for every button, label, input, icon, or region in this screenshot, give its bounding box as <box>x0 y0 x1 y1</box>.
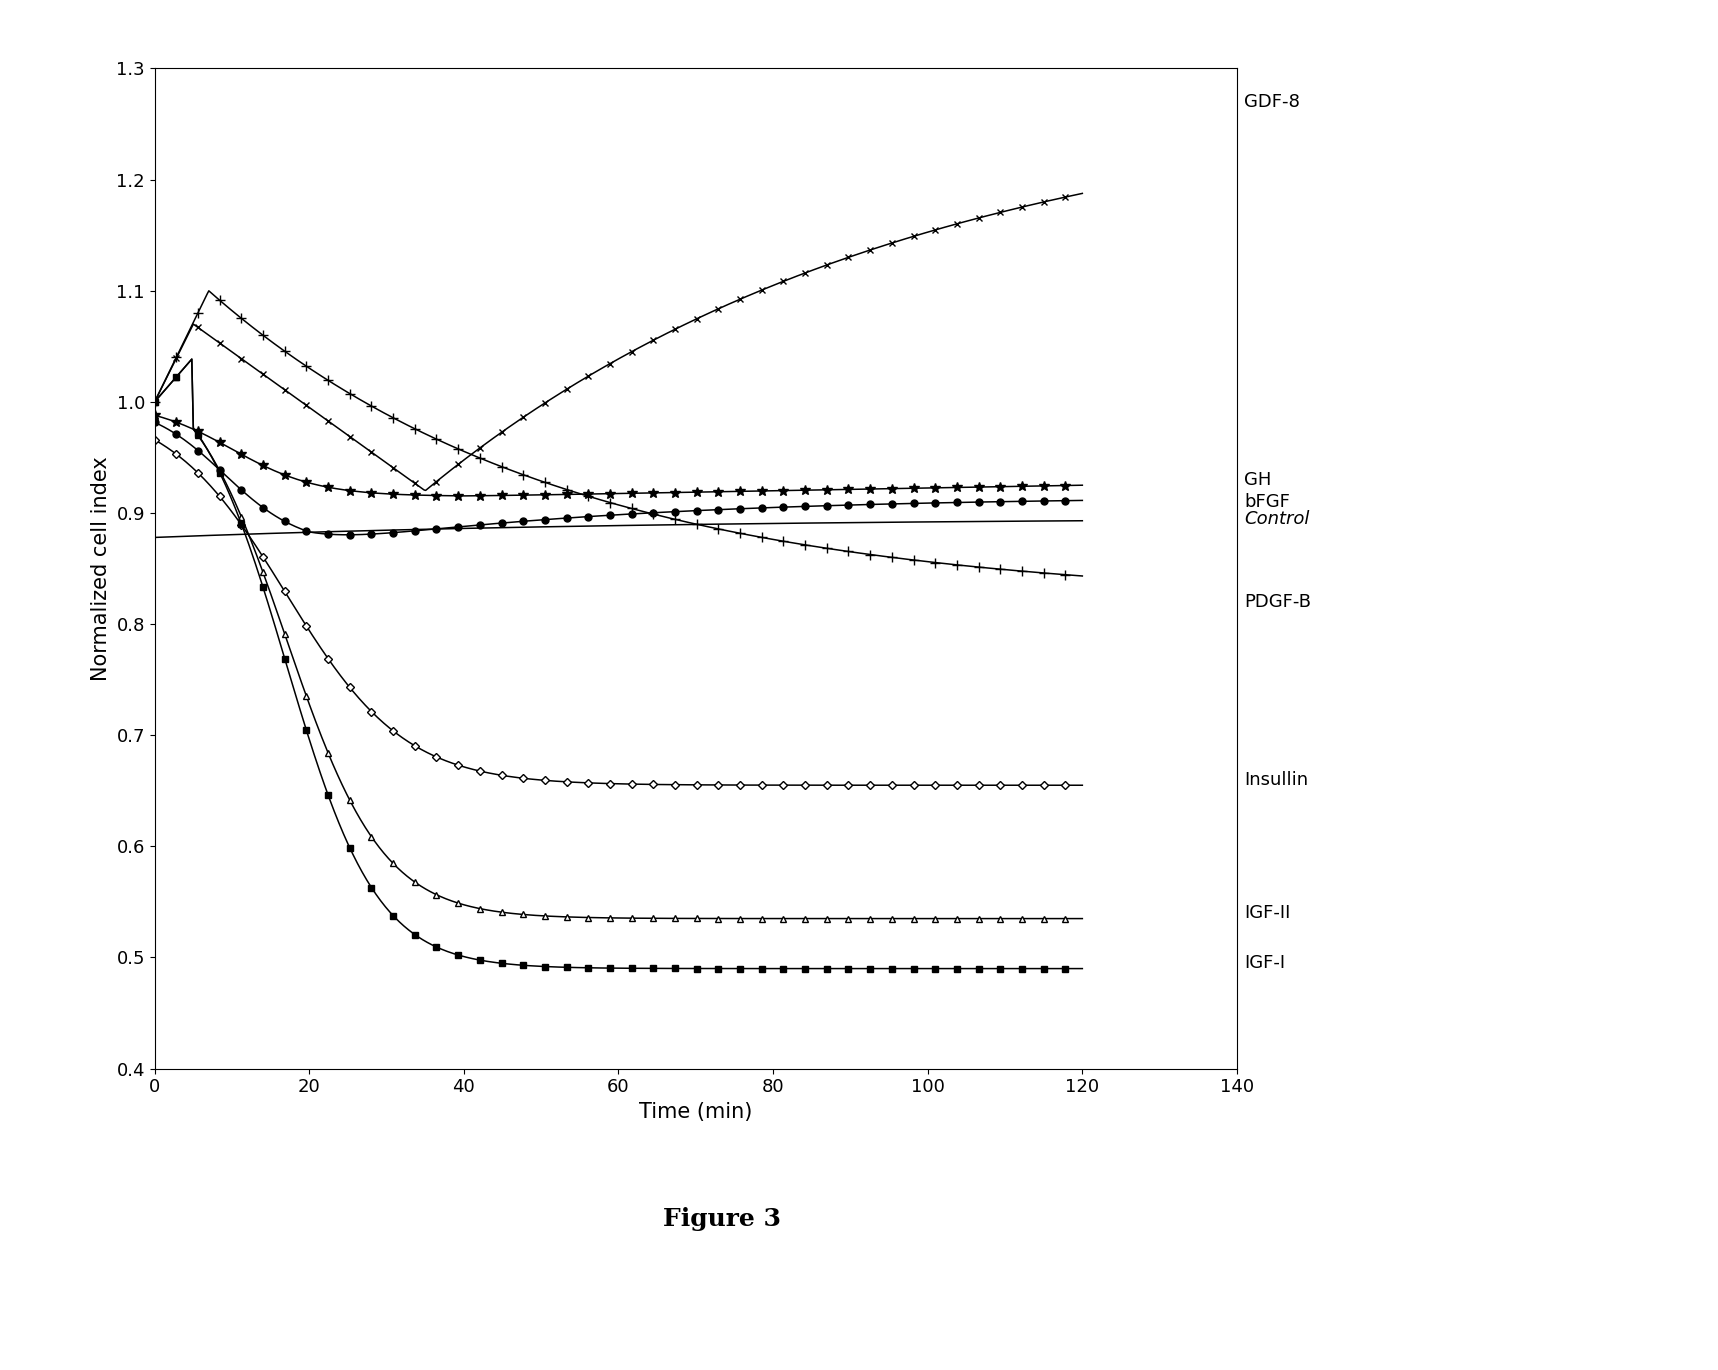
PDGF-B <box>844 544 864 560</box>
IGF-I <box>144 393 165 410</box>
GDF-8 <box>144 393 165 410</box>
Insullin <box>691 777 711 793</box>
Control <box>383 522 404 538</box>
IGF-II <box>182 351 203 367</box>
Line: PDGF-B: PDGF-B <box>149 286 1087 581</box>
GH <box>766 482 787 499</box>
GDF-8 <box>1072 185 1093 201</box>
PDGF-B <box>1072 567 1093 584</box>
PDGF-B <box>565 484 586 500</box>
X-axis label: Time (min): Time (min) <box>639 1101 752 1122</box>
bFGF <box>144 414 165 430</box>
bFGF <box>844 497 864 514</box>
Control <box>1072 512 1093 529</box>
GH <box>144 407 165 423</box>
Text: PDGF-B: PDGF-B <box>1244 593 1311 611</box>
GDF-8 <box>692 308 713 325</box>
GH <box>383 486 404 503</box>
Text: bFGF: bFGF <box>1244 493 1290 511</box>
Y-axis label: Normalized cell index: Normalized cell index <box>91 456 110 681</box>
GH <box>692 484 713 500</box>
Insullin <box>564 774 584 790</box>
bFGF <box>565 510 586 526</box>
IGF-I <box>182 351 203 367</box>
Text: Insullin: Insullin <box>1244 771 1307 789</box>
Text: Figure 3: Figure 3 <box>663 1207 780 1232</box>
IGF-II <box>692 910 713 926</box>
Line: Insullin: Insullin <box>151 437 1086 788</box>
Line: bFGF: bFGF <box>151 419 1086 538</box>
PDGF-B <box>692 518 713 534</box>
PDGF-B <box>144 393 165 410</box>
Text: Control: Control <box>1244 510 1309 527</box>
Insullin <box>309 637 330 653</box>
PDGF-B <box>199 282 220 299</box>
Control <box>691 516 711 533</box>
IGF-II <box>844 910 864 926</box>
GH <box>454 488 474 504</box>
Line: GDF-8: GDF-8 <box>151 190 1086 493</box>
Text: IGF-II: IGF-II <box>1244 904 1290 922</box>
bFGF <box>1072 492 1093 508</box>
Insullin <box>1072 777 1093 793</box>
Control <box>844 514 864 530</box>
Text: GDF-8: GDF-8 <box>1244 93 1301 111</box>
bFGF <box>766 499 787 515</box>
IGF-II <box>1072 910 1093 926</box>
GDF-8 <box>309 406 330 422</box>
Line: IGF-I: IGF-I <box>151 356 1086 971</box>
IGF-I <box>766 960 787 977</box>
bFGF <box>385 525 405 541</box>
GDF-8 <box>766 277 787 293</box>
IGF-II <box>144 393 165 410</box>
GDF-8 <box>416 482 436 499</box>
GDF-8 <box>844 247 864 263</box>
IGF-I <box>844 960 864 977</box>
GH <box>844 481 864 497</box>
IGF-II <box>766 910 787 926</box>
Text: GH: GH <box>1244 471 1271 489</box>
GDF-8 <box>565 375 586 392</box>
IGF-II <box>565 908 586 925</box>
Line: GH: GH <box>149 411 1087 501</box>
Control <box>309 523 330 540</box>
Insullin <box>844 777 864 793</box>
PDGF-B <box>766 532 787 548</box>
Insullin <box>765 777 785 793</box>
GH <box>565 486 586 503</box>
Control <box>765 515 785 532</box>
IGF-I <box>309 764 330 781</box>
IGF-I <box>565 959 586 975</box>
GH <box>309 477 330 493</box>
Control <box>144 529 165 545</box>
Line: IGF-II: IGF-II <box>151 356 1086 922</box>
bFGF <box>337 526 357 543</box>
IGF-I <box>385 910 405 926</box>
Insullin <box>144 432 165 448</box>
IGF-I <box>692 960 713 977</box>
GH <box>1072 477 1093 493</box>
PDGF-B <box>385 411 405 427</box>
Insullin <box>383 722 404 738</box>
GDF-8 <box>383 459 404 475</box>
Control <box>564 518 584 534</box>
IGF-II <box>309 725 330 741</box>
bFGF <box>309 525 330 541</box>
Line: Control: Control <box>155 521 1082 537</box>
Text: IGF-I: IGF-I <box>1244 954 1285 973</box>
bFGF <box>692 501 713 518</box>
IGF-II <box>385 856 405 873</box>
PDGF-B <box>309 367 330 384</box>
IGF-I <box>1072 960 1093 977</box>
